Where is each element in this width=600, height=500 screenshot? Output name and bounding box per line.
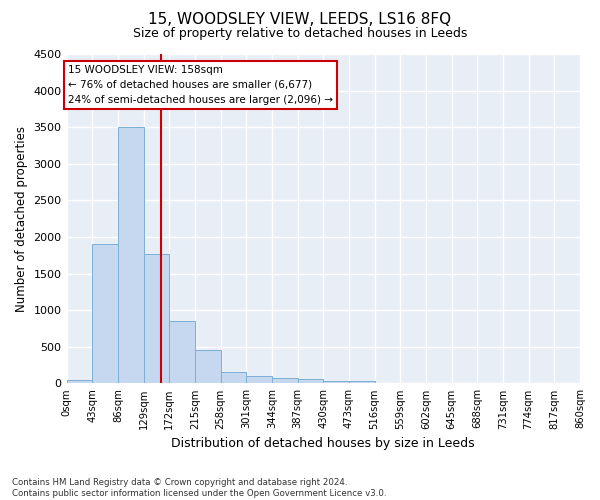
Text: Contains HM Land Registry data © Crown copyright and database right 2024.
Contai: Contains HM Land Registry data © Crown c… [12,478,386,498]
Bar [67,380,92,384]
Bar [143,254,169,384]
Bar [118,127,143,384]
Bar [246,376,272,384]
Bar [323,380,349,384]
Text: 15 WOODSLEY VIEW: 158sqm
← 76% of detached houses are smaller (6,677)
24% of sem: 15 WOODSLEY VIEW: 158sqm ← 76% of detach… [68,65,333,104]
Bar [298,380,323,384]
Text: Size of property relative to detached houses in Leeds: Size of property relative to detached ho… [133,28,467,40]
X-axis label: Distribution of detached houses by size in Leeds: Distribution of detached houses by size … [172,437,475,450]
Bar [195,350,221,384]
Bar [169,321,195,384]
Bar [92,244,118,384]
Bar [349,381,374,384]
Text: 15, WOODSLEY VIEW, LEEDS, LS16 8FQ: 15, WOODSLEY VIEW, LEEDS, LS16 8FQ [148,12,452,28]
Bar [272,378,298,384]
Bar [221,372,246,384]
Y-axis label: Number of detached properties: Number of detached properties [15,126,28,312]
